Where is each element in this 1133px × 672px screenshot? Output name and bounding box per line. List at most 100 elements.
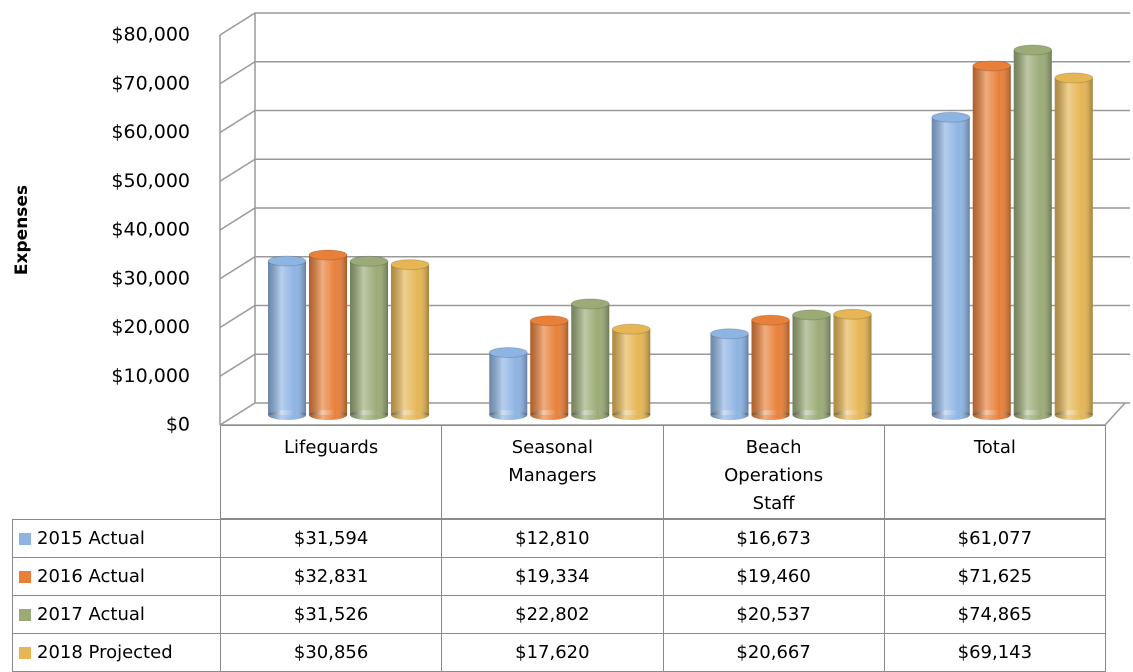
bar-shade (309, 254, 347, 415)
bar-base-shade (268, 410, 306, 420)
bar-shade (1013, 50, 1052, 416)
bar-shade (1054, 77, 1093, 416)
bar-cap (931, 111, 971, 123)
bar-cap (267, 255, 307, 267)
bar-base-shade (1013, 410, 1052, 420)
bar-base-shade (391, 410, 429, 420)
bar-cap (751, 314, 790, 326)
bar-cap (972, 60, 1012, 72)
legend-swatch (19, 608, 31, 621)
value-label: $12,810 (441, 519, 664, 558)
bar-shade (391, 264, 429, 415)
bar-base-shade (309, 410, 347, 420)
y-tick-label: $0 (166, 414, 190, 436)
bar-cap (792, 309, 831, 321)
bar-cap (488, 347, 528, 359)
value-label: $61,077 (883, 519, 1106, 558)
legend-label: 2017 Actual (37, 604, 145, 625)
bar-cap (529, 315, 569, 327)
value-label: $31,526 (220, 595, 443, 634)
bar-cap (710, 328, 749, 340)
bar-shade (710, 333, 749, 415)
bar-base-shade (350, 410, 388, 420)
bar-base-shade (530, 410, 569, 420)
bar-cap (611, 323, 651, 335)
value-label: $19,460 (662, 557, 885, 596)
bar-cap (1054, 72, 1094, 84)
bar-base-shade (612, 410, 651, 420)
value-label: $74,865 (883, 595, 1106, 634)
bar-cap (349, 255, 389, 267)
y-tick-label: $10,000 (111, 365, 190, 387)
y-tick-label: $50,000 (111, 170, 190, 192)
value-label: $32,831 (220, 557, 443, 596)
value-label: $16,673 (662, 519, 885, 558)
y-tick-label: $30,000 (111, 267, 190, 289)
category-text: Beach Operations Staff (724, 437, 824, 514)
value-label: $22,802 (441, 595, 664, 634)
grid-line (219, 109, 1130, 134)
bar-cap (308, 249, 348, 261)
y-axis-title: Expenses (12, 185, 32, 275)
bar-base-shade (833, 410, 872, 420)
bar-base-shade (489, 410, 528, 420)
bar-shade (489, 352, 528, 415)
category-text: Lifeguards (284, 437, 379, 458)
category-text: Seasonal Managers (508, 437, 597, 486)
value-label: $19,334 (441, 557, 664, 596)
bar-cap (390, 259, 430, 271)
value-label: $69,143 (883, 633, 1106, 672)
bar-base-shade (931, 410, 970, 420)
bar-cap (1013, 44, 1053, 56)
bar-shade (612, 329, 651, 415)
legend-entry: 2016 Actual (12, 557, 221, 596)
bar-base-shade (571, 410, 610, 420)
bar-shade (931, 117, 970, 415)
legend-label: 2015 Actual (37, 528, 145, 549)
bar-cap (833, 308, 872, 320)
value-label: $17,620 (441, 633, 664, 672)
legend-label: 2018 Projected (37, 642, 173, 663)
bar-cap (570, 298, 610, 310)
legend-swatch (19, 532, 31, 545)
grid-line (219, 158, 1130, 182)
legend-entry: 2018 Projected (12, 633, 221, 672)
bar-shade (350, 261, 388, 415)
value-label: $30,856 (220, 633, 443, 672)
y-tick-label: $20,000 (111, 316, 190, 338)
legend-label: 2016 Actual (37, 566, 145, 587)
bar-base-shade (751, 410, 790, 420)
legend-swatch (19, 646, 31, 659)
bar-shade (571, 303, 610, 415)
legend-entry: 2017 Actual (12, 595, 221, 634)
bar-shade (833, 314, 872, 415)
grid-line (219, 61, 1130, 85)
bar-base-shade (972, 410, 1011, 420)
value-label: $20,537 (662, 595, 885, 634)
category-label: Seasonal Managers (441, 425, 664, 519)
category-label: Lifeguards (220, 425, 443, 519)
bar-shade (751, 320, 790, 415)
bar-shade (530, 320, 569, 415)
y-tick-label: $70,000 (111, 72, 190, 94)
bar-base-shade (710, 410, 749, 420)
axis-line (1104, 402, 1126, 426)
grid-line (219, 207, 1130, 231)
y-tick-label: $80,000 (111, 24, 190, 46)
bar-shade (972, 65, 1011, 415)
category-text: Total (973, 437, 1016, 458)
bar-base-shade (1054, 410, 1093, 420)
value-label: $31,594 (220, 519, 443, 558)
value-label: $20,667 (662, 633, 885, 672)
grid-line (219, 256, 1130, 280)
y-tick-label: $60,000 (111, 121, 190, 143)
legend-entry: 2015 Actual (12, 519, 221, 558)
y-tick-label: $40,000 (111, 219, 190, 241)
grid-line (219, 304, 1130, 329)
grid-line (219, 12, 1130, 36)
bar-shade (792, 314, 831, 415)
category-label: Beach Operations Staff (662, 425, 885, 519)
legend-swatch (19, 570, 31, 583)
